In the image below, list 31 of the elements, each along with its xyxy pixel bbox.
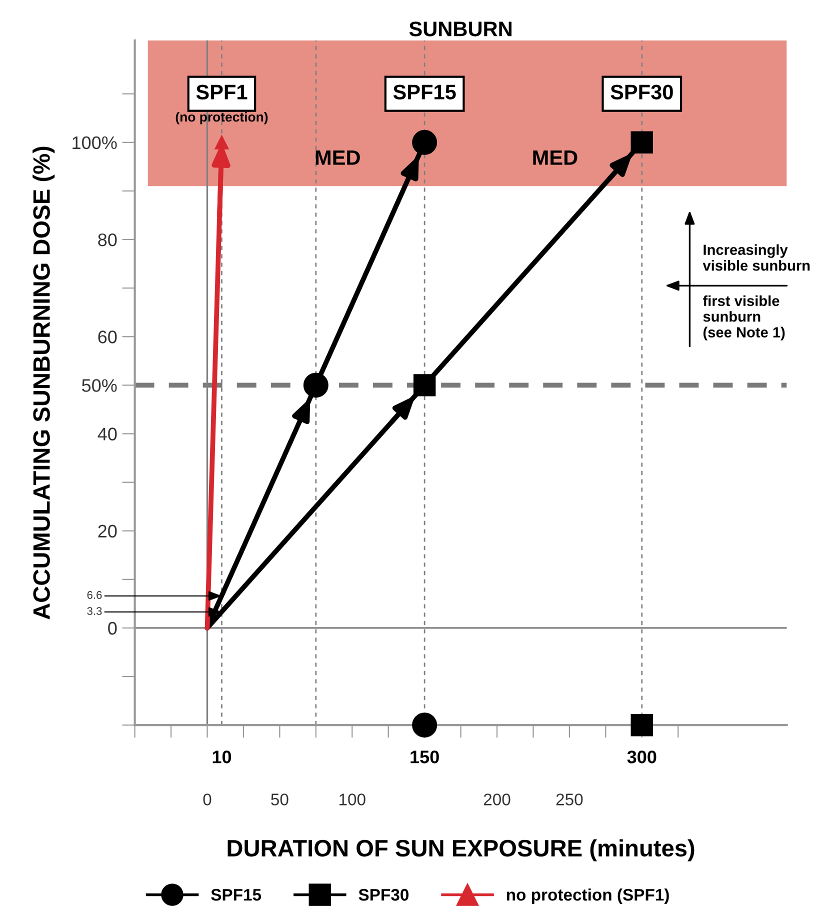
annotation: 3.3: [87, 607, 102, 615]
x2-tick-label: 10: [212, 750, 232, 764]
y-tick-label: 80: [98, 233, 117, 246]
band-label: SUNBURN: [409, 22, 512, 36]
y-tick-label: 0: [108, 622, 117, 635]
x-tick-label: 0: [203, 794, 212, 806]
annotation: MED: [316, 150, 360, 165]
y-tick-label: 50%: [82, 379, 117, 392]
x-tick-label: 200: [484, 794, 510, 806]
legend-label: SPF30: [358, 888, 408, 901]
annotation: 6.6: [87, 591, 102, 599]
x-tick-label: 100: [339, 794, 366, 806]
x-axis-title: DURATION OF SUN EXPOSURE (minutes): [228, 839, 694, 862]
annotation: SPF1: [196, 84, 248, 100]
annotation: SPF15: [393, 84, 456, 100]
annotation: (no protection): [176, 112, 268, 124]
x2-tick-label: 150: [410, 750, 439, 764]
x2-tick-label: 300: [627, 750, 656, 764]
annotation: MED: [533, 150, 578, 165]
y-tick-label: 20: [98, 524, 117, 538]
y-axis-title: ACCUMULATING SUNBURNING DOSE (%): [32, 146, 55, 620]
x-tick-label: 250: [556, 794, 583, 806]
y-tick-label: 100%: [72, 136, 117, 150]
x-tick-label: 50: [271, 794, 288, 806]
annotation: first visible sunburn (see Note 1): [702, 295, 785, 340]
legend-label: SPF15: [211, 888, 262, 901]
y-tick-label: 40: [98, 428, 117, 440]
annotation: SPF30: [610, 84, 673, 100]
legend-label: no protection (SPF1): [506, 888, 669, 904]
y-tick-label: 60: [98, 330, 117, 344]
annotation: Increasingly visible sunburn: [702, 244, 810, 271]
